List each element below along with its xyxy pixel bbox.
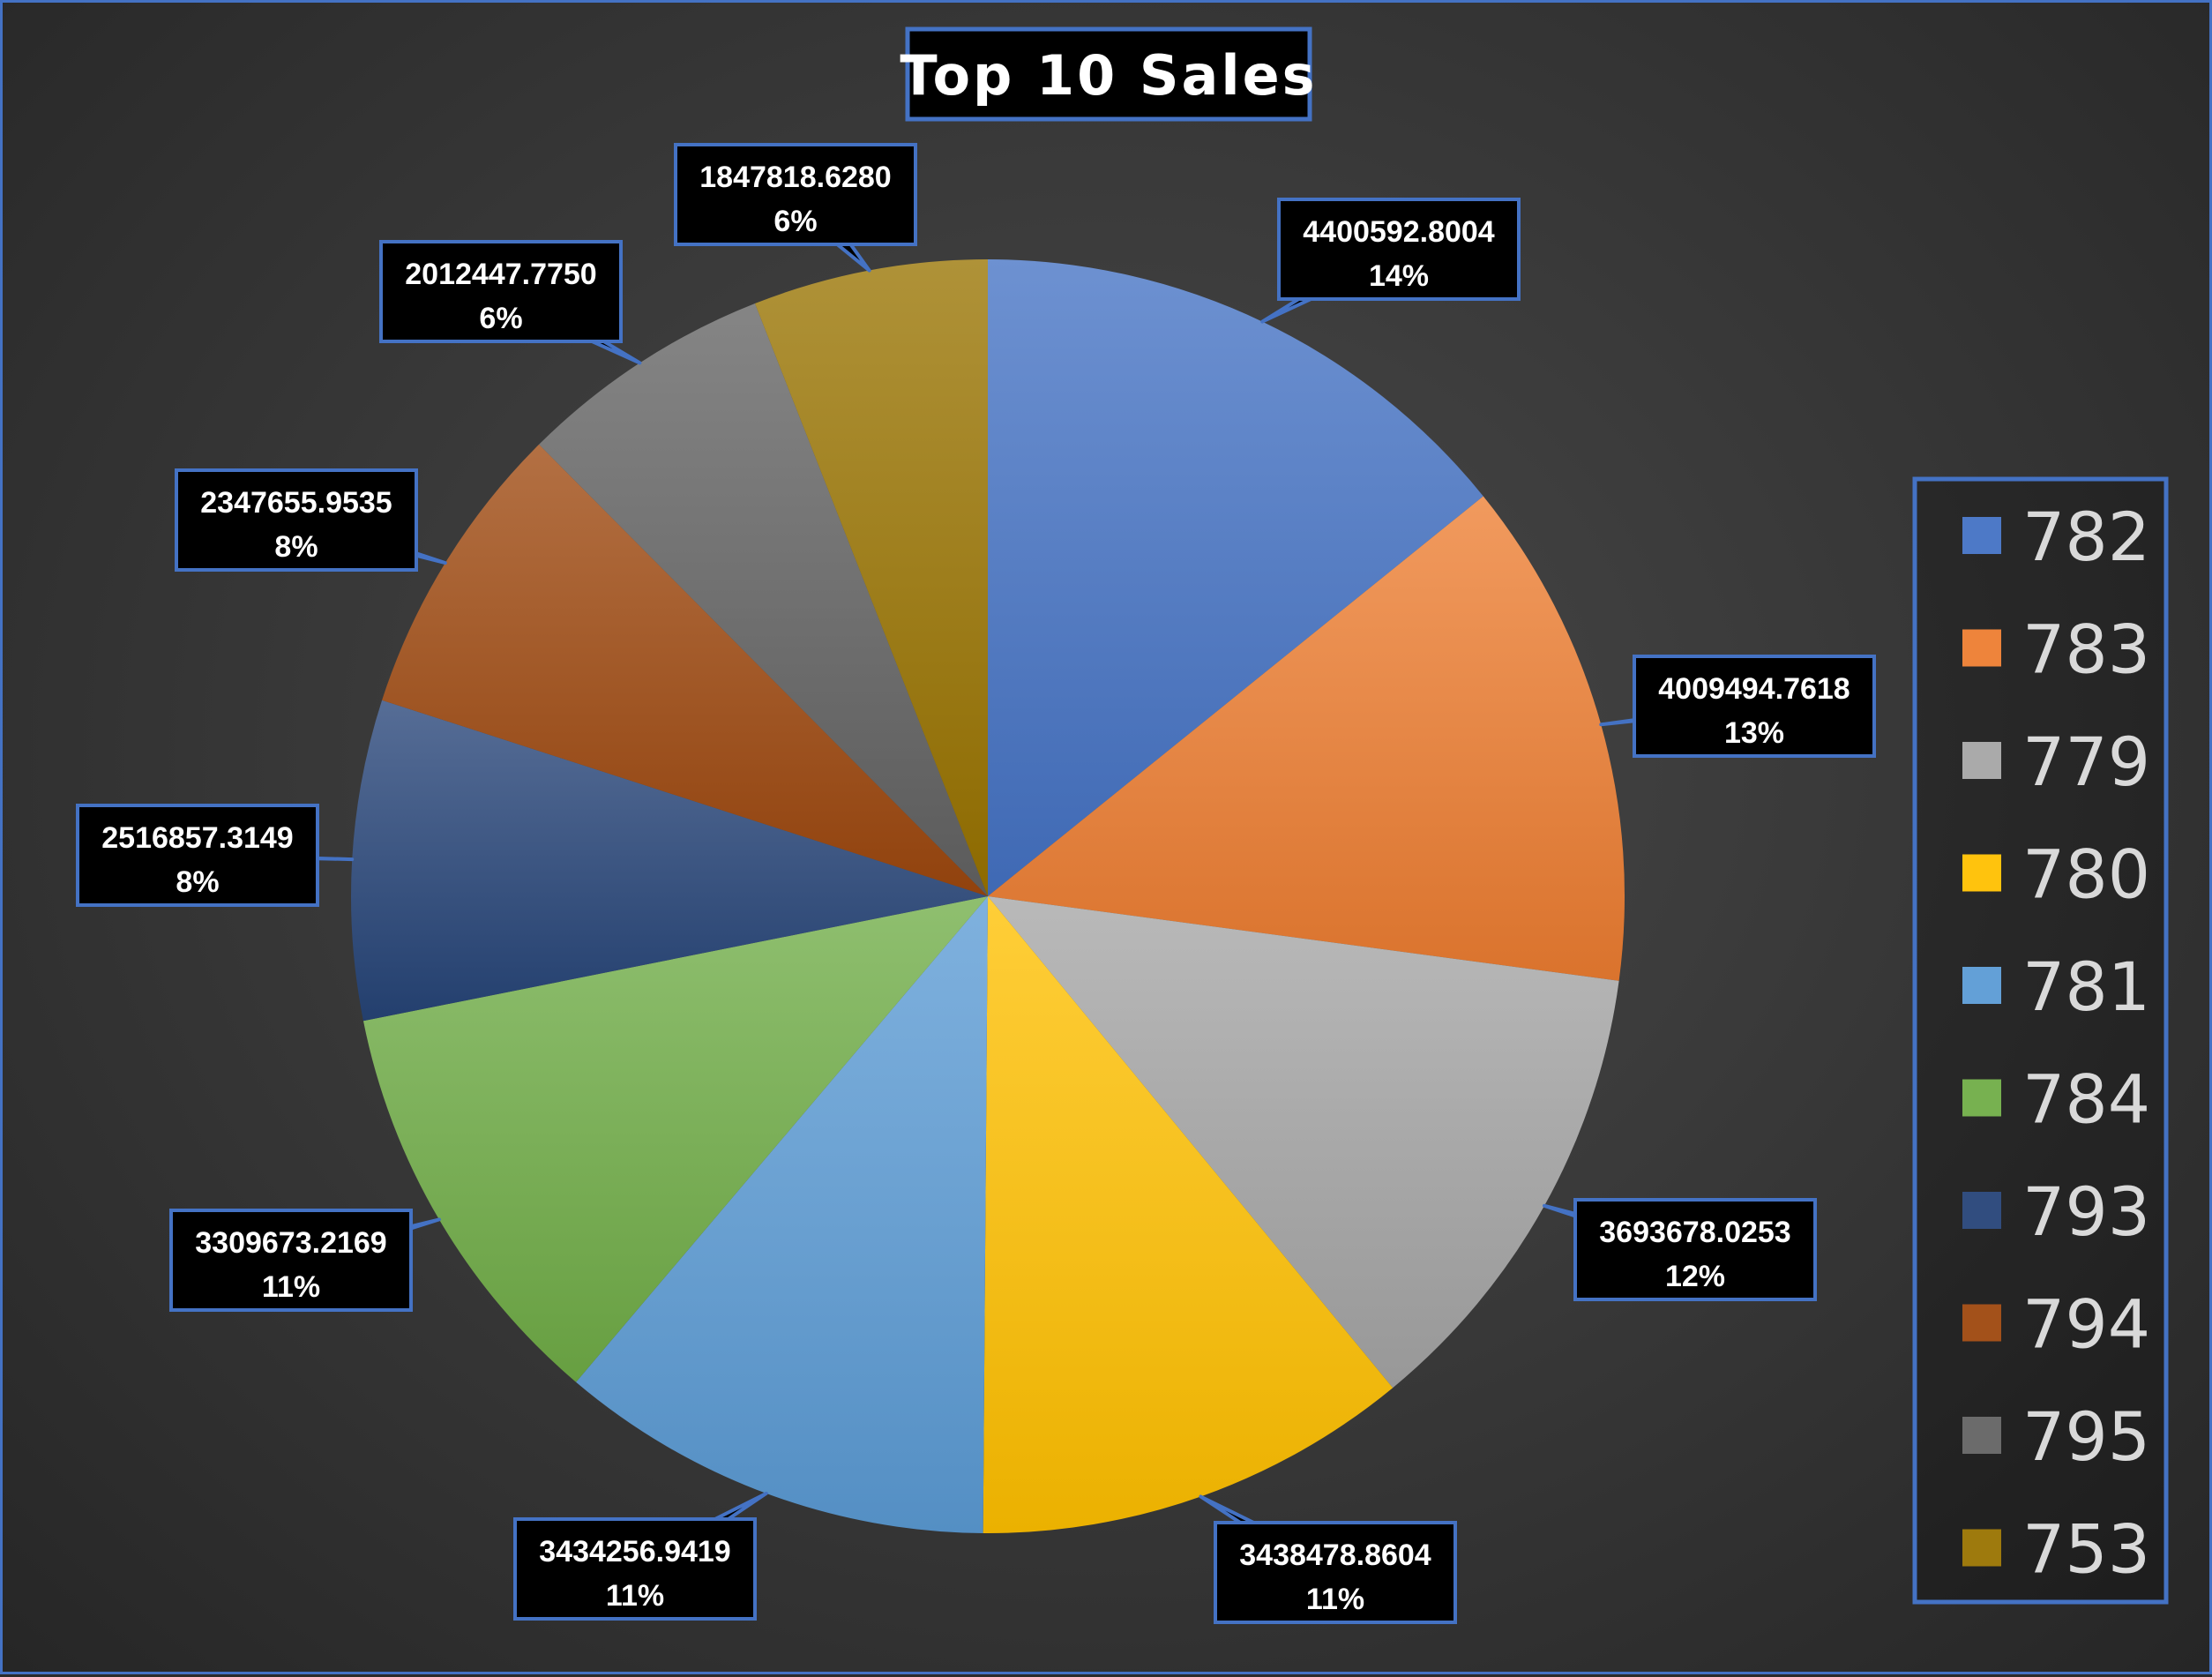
legend-item-779: 779 xyxy=(1962,722,2150,801)
legend-swatch xyxy=(1962,1192,2001,1229)
legend-label: 779 xyxy=(2022,722,2150,801)
legend-swatch xyxy=(1962,1417,2001,1454)
legend-label: 753 xyxy=(2022,1510,2150,1589)
legend-item-781: 781 xyxy=(1962,947,2150,1026)
data-label-percent: 6% xyxy=(773,205,817,238)
callout-box xyxy=(175,468,418,572)
legend-label: 781 xyxy=(2022,947,2150,1026)
pie-slice-753 xyxy=(754,259,988,896)
data-label-value: 2012447.7750 xyxy=(405,258,596,291)
data-label-percent: 11% xyxy=(606,1579,664,1613)
legend-item-793: 793 xyxy=(1962,1172,2150,1251)
legend-label: 784 xyxy=(2022,1060,2150,1139)
callout-box xyxy=(1214,1521,1457,1624)
chart-title-box: Top 10 Sales xyxy=(900,26,1317,122)
data-label-value: 4009494.7618 xyxy=(1658,672,1850,706)
legend-label: 783 xyxy=(2022,610,2150,689)
pie-slice-784 xyxy=(362,896,989,1382)
legend-swatch xyxy=(1962,854,2001,892)
data-label-percent: 11% xyxy=(1306,1583,1364,1616)
callout-box xyxy=(1633,655,1876,758)
pie-chart: 4400592.8004 14% 4009494.7618 13% 3693678.02… xyxy=(76,26,2169,1624)
callout-box xyxy=(76,804,319,907)
data-label-782: 4400592.8004 14% xyxy=(1260,198,1521,324)
legend-item-780: 780 xyxy=(1962,835,2150,914)
legend-swatch xyxy=(1962,1079,2001,1117)
pie-slice-781 xyxy=(576,896,988,1533)
legend-label: 795 xyxy=(2022,1397,2150,1476)
data-label-753: 1847818.6280 6% xyxy=(674,143,917,273)
data-label-780: 3438478.8604 11% xyxy=(1199,1494,1457,1624)
legend-item-753: 753 xyxy=(1962,1510,2150,1589)
pie-slice-783 xyxy=(988,496,1625,981)
callout-box xyxy=(1277,198,1521,301)
data-label-793: 2516857.3149 8% xyxy=(76,804,355,907)
data-label-value: 2516857.3149 xyxy=(101,821,293,855)
data-label-value: 4400592.8004 xyxy=(1303,215,1495,249)
data-label-percent: 8% xyxy=(176,865,219,899)
data-label-value: 2347655.9535 xyxy=(200,486,392,520)
legend-item-782: 782 xyxy=(1962,498,2150,576)
legend-item-784: 784 xyxy=(1962,1060,2150,1139)
data-label-percent: 14% xyxy=(1369,259,1429,293)
legend-label: 794 xyxy=(2022,1285,2150,1364)
data-label-percent: 12% xyxy=(1665,1260,1725,1293)
data-label-784: 3309673.2169 11% xyxy=(169,1209,441,1312)
legend-item-783: 783 xyxy=(1962,610,2150,689)
data-label-value: 1847818.6280 xyxy=(699,161,891,194)
data-label-percent: 6% xyxy=(479,302,522,335)
legend-label: 780 xyxy=(2022,835,2150,914)
legend: 782 783 779 780 781 784 793 794 795 753 xyxy=(1912,476,2169,1605)
data-label-781: 3434256.9419 11% xyxy=(513,1491,768,1621)
data-label-value: 3693678.0253 xyxy=(1599,1216,1790,1249)
legend-swatch xyxy=(1962,742,2001,779)
callout-box xyxy=(513,1517,757,1621)
data-label-value: 3434256.9419 xyxy=(539,1535,730,1568)
data-label-value: 3309673.2169 xyxy=(195,1226,386,1260)
legend-item-794: 794 xyxy=(1962,1285,2150,1364)
data-label-794: 2347655.9535 8% xyxy=(175,468,447,572)
legend-swatch xyxy=(1962,1304,2001,1342)
legend-swatch xyxy=(1962,629,2001,667)
chart-title: Top 10 Sales xyxy=(900,43,1317,108)
pie-slice-782 xyxy=(988,259,1483,896)
legend-item-795: 795 xyxy=(1962,1397,2150,1476)
data-label-value: 3438478.8604 xyxy=(1239,1538,1431,1572)
data-label-795: 2012447.7750 6% xyxy=(379,240,642,365)
data-label-783: 4009494.7618 13% xyxy=(1599,655,1876,758)
legend-swatch xyxy=(1962,1529,2001,1567)
data-label-percent: 11% xyxy=(262,1270,320,1304)
callout-box xyxy=(379,240,623,343)
callout-box xyxy=(1573,1198,1817,1301)
data-label-779: 3693678.0253 12% xyxy=(1543,1198,1817,1301)
legend-label: 782 xyxy=(2022,498,2150,576)
data-label-percent: 13% xyxy=(1724,716,1784,750)
legend-label: 793 xyxy=(2022,1172,2150,1251)
data-label-percent: 8% xyxy=(274,530,318,564)
pie-slice-795 xyxy=(539,303,988,896)
legend-swatch xyxy=(1962,967,2001,1004)
callout-box xyxy=(674,143,917,246)
pie-slice-779 xyxy=(988,896,1619,1389)
pie-slice-793 xyxy=(351,700,988,1022)
legend-swatch xyxy=(1962,517,2001,554)
pie-slice-780 xyxy=(983,896,1394,1533)
pie-slice-794 xyxy=(382,444,989,896)
callout-box xyxy=(169,1209,413,1312)
